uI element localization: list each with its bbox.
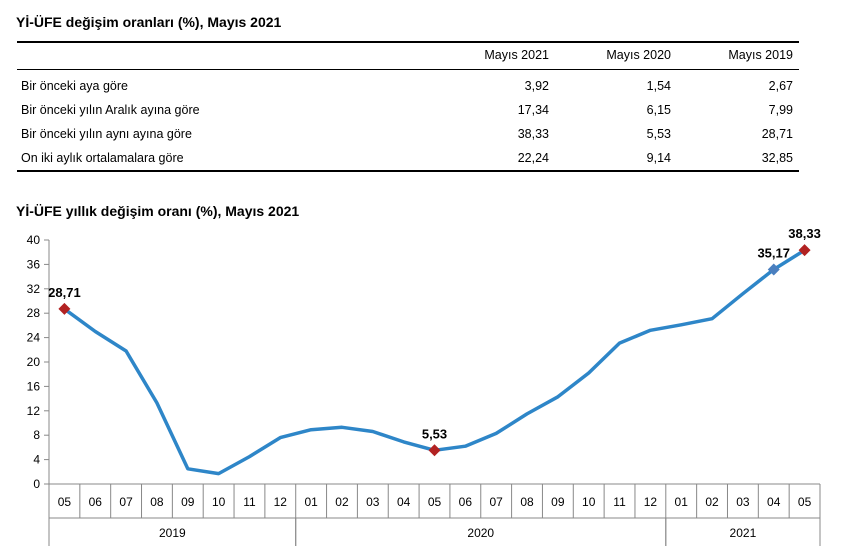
y-tick-label: 0 [33,477,40,491]
x-tick-label: 06 [89,495,103,509]
x-tick-label: 07 [490,495,504,509]
year-label: 2020 [467,526,494,540]
y-tick-label: 4 [33,453,40,467]
year-label: 2021 [730,526,757,540]
row-value: 5,53 [646,127,671,141]
x-tick-label: 03 [736,495,750,509]
x-tick-label: 08 [150,495,164,509]
data-label: 35,17 [757,245,790,260]
y-tick-label: 28 [27,306,41,320]
row-value: 6,15 [646,103,671,117]
y-tick-label: 8 [33,428,40,442]
x-tick-label: 07 [119,495,133,509]
row-value: 9,14 [555,146,677,172]
x-tick-label: 09 [181,495,195,509]
row-value: 22,24 [433,146,555,172]
table-row: On iki aylık ortalamalara göre 22,24 9,1… [17,146,799,172]
x-tick-label: 12 [274,495,288,509]
row-label: Bir önceki yılın aynı ayına göre [21,127,192,141]
row-value: 3,92 [524,79,549,93]
highlight-marker [58,302,71,315]
y-tick-label: 16 [27,379,41,393]
x-tick-label: 11 [243,495,256,509]
data-label: 5,53 [422,426,447,441]
table-header-col: Mayıs 2021 [433,41,555,70]
table-row: Bir önceki yılın aynı ayına göre 38,33 5… [17,122,799,146]
row-value: 28,71 [761,127,793,141]
x-tick-label: 02 [705,495,719,509]
row-value: 17,34 [517,103,549,117]
row-value: 7,99 [768,103,793,117]
highlight-marker [428,444,441,457]
x-tick-label: 04 [767,495,781,509]
table-header-col: Mayıs 2020 [555,41,677,70]
data-label: 28,71 [48,285,81,300]
y-tick-label: 24 [27,331,41,345]
table-header-col: Mayıs 2019 [677,41,799,70]
x-tick-label: 05 [58,495,72,509]
x-tick-label: 09 [551,495,565,509]
x-tick-label: 01 [675,495,689,509]
x-tick-label: 04 [397,495,411,509]
y-tick-label: 32 [27,282,41,296]
x-tick-label: 05 [798,495,812,509]
y-tick-label: 12 [27,404,41,418]
row-label: Bir önceki aya göre [21,79,129,93]
row-value: 1,54 [646,79,671,93]
y-tick-label: 40 [27,233,41,247]
x-tick-label: 01 [304,495,318,509]
row-value: 38,33 [517,127,549,141]
row-value: 2,67 [768,79,793,93]
x-tick-label: 11 [613,495,626,509]
x-tick-label: 02 [335,495,349,509]
table-row: Bir önceki aya göre 3,92 1,54 2,67 [17,70,799,99]
x-tick-label: 12 [644,495,658,509]
table-header-row: Mayıs 2021 Mayıs 2020 Mayıs 2019 [17,41,799,70]
row-value: 32,85 [677,146,799,172]
table-row: Bir önceki yılın Aralık ayına göre 17,34… [17,98,799,122]
data-label: 38,33 [788,226,821,241]
x-tick-label: 10 [582,495,596,509]
rates-table: Mayıs 2021 Mayıs 2020 Mayıs 2019 Bir önc… [17,41,799,172]
y-tick-label: 20 [27,355,41,369]
chart-marks: 28,71 5,53 35,17 38,33 [48,226,821,457]
year-label: 2019 [159,526,186,540]
x-tick-label: 06 [459,495,473,509]
x-tick-label: 08 [520,495,534,509]
row-label: On iki aylık ortalamalara göre [17,146,433,172]
table-title: Yİ-ÜFE değişim oranları (%), Mayıs 2021 [16,14,282,30]
x-tick-label: 10 [212,495,226,509]
row-label: Bir önceki yılın Aralık ayına göre [21,103,200,117]
y-tick-label: 36 [27,257,41,271]
x-tick-label: 03 [366,495,380,509]
x-tick-label: 05 [428,495,442,509]
table-header-empty [17,41,433,70]
chart-title: Yİ-ÜFE yıllık değişim oranı (%), Mayıs 2… [16,203,300,219]
highlight-marker [767,263,780,276]
